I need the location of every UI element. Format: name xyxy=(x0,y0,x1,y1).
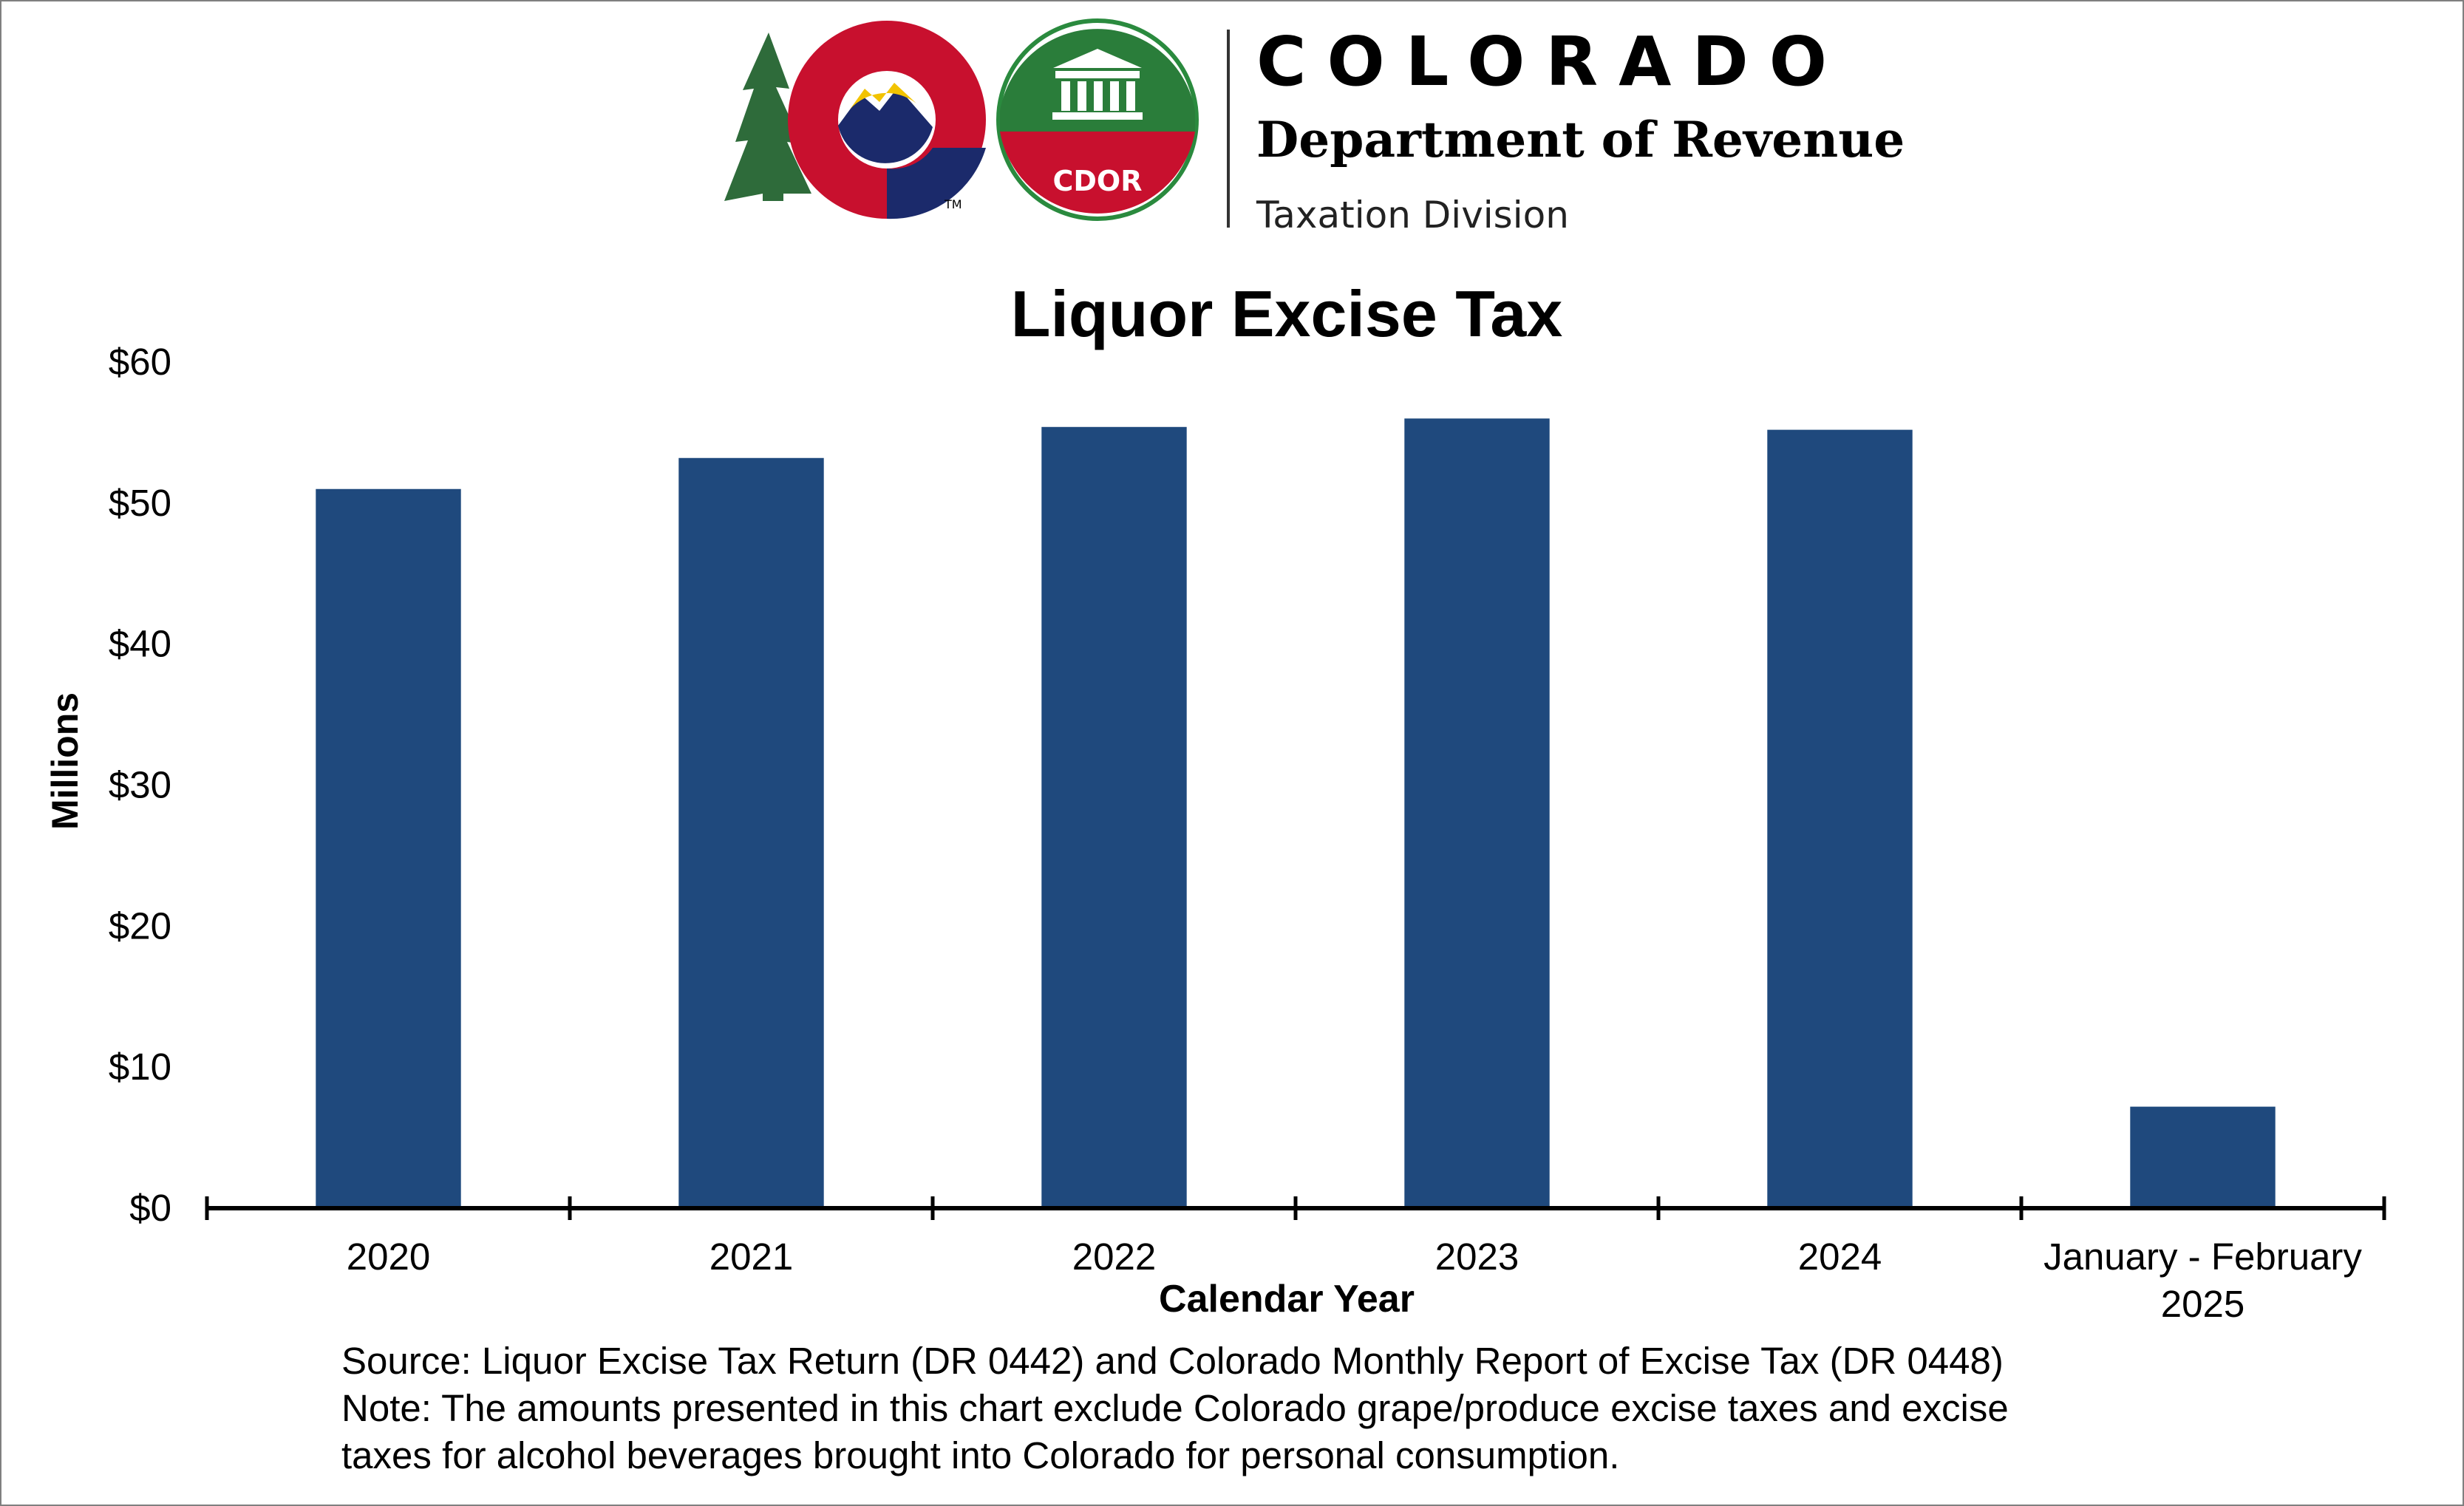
bar-5 xyxy=(2130,1106,2276,1208)
y-tick-label-6: $60 xyxy=(109,341,171,383)
x-tick-label-2: 2022 xyxy=(1072,1236,1156,1278)
badge-text: CDOR xyxy=(1053,165,1143,197)
logo-graphic: TM CDOR xyxy=(724,18,1230,228)
bar-0 xyxy=(316,488,461,1208)
x-tick-label-3: 2023 xyxy=(1435,1236,1519,1278)
svg-text:TM: TM xyxy=(944,197,962,211)
source-text: Source: Liquor Excise Tax Return (DR 044… xyxy=(341,1340,2004,1382)
logo-colorado: COLORADO xyxy=(1256,22,1848,101)
y-tick-label-5: $50 xyxy=(109,482,171,524)
building-icon xyxy=(1052,49,1143,120)
x-axis-label: Calendar Year xyxy=(1159,1278,1415,1321)
logo-division: Taxation Division xyxy=(1256,194,1569,236)
y-tick-label-1: $10 xyxy=(109,1046,171,1088)
y-axis-label: Millions xyxy=(44,692,86,830)
y-tick-label-2: $20 xyxy=(109,904,171,947)
logo-department: Department of Revenue xyxy=(1256,111,1905,168)
bar-1 xyxy=(678,457,824,1208)
cdor-logo: TM CDOR COLORADO Department of Revenue T… xyxy=(0,0,2464,251)
note-text-line1: Note: The amounts presented in this char… xyxy=(341,1387,2009,1429)
x-tick-label-1: 2021 xyxy=(709,1236,793,1278)
note-text-line2: taxes for alcohol beverages brought into… xyxy=(341,1434,1620,1476)
x-tick-label-4: 2024 xyxy=(1798,1236,1882,1278)
x-tick-label-5-line1: January - February xyxy=(2043,1236,2362,1278)
bar-chart: Liquor Excise Tax Millions Calendar Year… xyxy=(44,277,2386,1325)
x-tick-label-5-line2: 2025 xyxy=(2161,1283,2245,1325)
logo-divider xyxy=(1227,30,1230,228)
y-tick-label-4: $40 xyxy=(109,623,171,665)
source-note: Source: Liquor Excise Tax Return (DR 044… xyxy=(341,1338,2189,1479)
y-tick-label-0: $0 xyxy=(129,1187,171,1229)
pine-tree-icon xyxy=(724,33,811,201)
y-tick-label-3: $30 xyxy=(109,764,171,806)
bar-2 xyxy=(1041,426,1187,1208)
bar-4 xyxy=(1767,429,1913,1208)
x-tick-label-0: 2020 xyxy=(347,1236,430,1278)
bar-3 xyxy=(1404,418,1550,1209)
chart-title: Liquor Excise Tax xyxy=(1011,277,1563,350)
